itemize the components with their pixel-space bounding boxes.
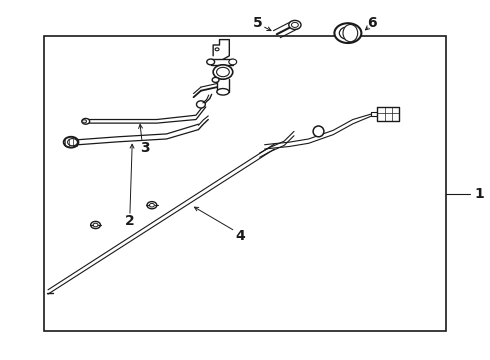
- Ellipse shape: [343, 24, 358, 42]
- Ellipse shape: [196, 101, 205, 108]
- Ellipse shape: [91, 221, 100, 229]
- Ellipse shape: [289, 21, 301, 30]
- Ellipse shape: [292, 22, 298, 27]
- Text: 3: 3: [140, 141, 149, 154]
- Ellipse shape: [149, 203, 154, 207]
- Text: 5: 5: [253, 17, 263, 30]
- Ellipse shape: [313, 126, 324, 137]
- Ellipse shape: [217, 67, 229, 77]
- Ellipse shape: [217, 89, 229, 95]
- Text: 2: 2: [125, 215, 135, 228]
- Ellipse shape: [212, 77, 219, 82]
- Ellipse shape: [207, 59, 215, 65]
- Ellipse shape: [93, 223, 98, 227]
- Ellipse shape: [213, 65, 233, 79]
- Text: 6: 6: [368, 17, 377, 30]
- Ellipse shape: [334, 23, 362, 43]
- Ellipse shape: [68, 139, 77, 146]
- Ellipse shape: [64, 137, 78, 148]
- Ellipse shape: [339, 27, 356, 40]
- Ellipse shape: [147, 202, 157, 209]
- Ellipse shape: [82, 120, 86, 123]
- Ellipse shape: [229, 59, 237, 65]
- Bar: [44, 36, 446, 331]
- Ellipse shape: [82, 118, 90, 124]
- Ellipse shape: [215, 48, 219, 51]
- Text: 1: 1: [474, 188, 484, 201]
- Text: 4: 4: [235, 229, 245, 243]
